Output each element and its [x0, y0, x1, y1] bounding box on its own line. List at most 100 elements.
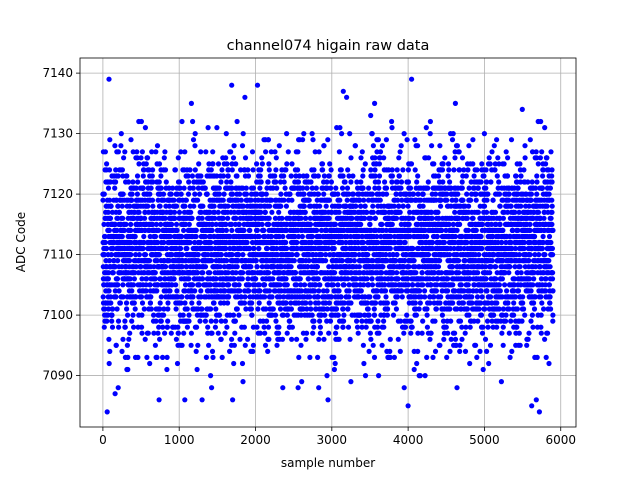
- data-point: [372, 155, 377, 160]
- data-point: [418, 373, 423, 378]
- data-point: [325, 288, 330, 293]
- data-point: [460, 179, 465, 184]
- data-point: [219, 337, 224, 342]
- data-point: [237, 282, 242, 287]
- data-point: [474, 167, 479, 172]
- data-point: [190, 119, 195, 124]
- data-point: [409, 161, 414, 166]
- data-point: [437, 343, 442, 348]
- data-point: [251, 343, 256, 348]
- data-point: [209, 319, 214, 324]
- data-point: [479, 288, 484, 293]
- data-point: [135, 173, 140, 178]
- data-point: [115, 258, 120, 263]
- data-point: [140, 149, 145, 154]
- data-point: [346, 294, 351, 299]
- data-point: [410, 282, 415, 287]
- data-point: [219, 167, 224, 172]
- data-point: [455, 192, 460, 197]
- data-point: [267, 216, 272, 221]
- data-point: [264, 192, 269, 197]
- data-point: [178, 246, 183, 251]
- data-point: [251, 186, 256, 191]
- data-point: [394, 270, 399, 275]
- data-point: [237, 222, 242, 227]
- data-point: [426, 252, 431, 257]
- data-point: [394, 306, 399, 311]
- data-point: [210, 149, 215, 154]
- data-point: [274, 343, 279, 348]
- data-point: [131, 325, 136, 330]
- data-point: [276, 325, 281, 330]
- data-point: [436, 264, 441, 269]
- data-point: [199, 306, 204, 311]
- data-point: [196, 252, 201, 257]
- data-point: [390, 167, 395, 172]
- data-point: [302, 204, 307, 209]
- data-point: [267, 300, 272, 305]
- data-point: [233, 319, 238, 324]
- data-point: [149, 306, 154, 311]
- data-point: [255, 228, 260, 233]
- data-point: [213, 325, 218, 330]
- data-point: [428, 131, 433, 136]
- data-point: [475, 319, 480, 324]
- data-point: [358, 155, 363, 160]
- data-point: [354, 319, 359, 324]
- data-point: [400, 167, 405, 172]
- data-point: [119, 131, 124, 136]
- data-point: [200, 270, 205, 275]
- data-point: [157, 337, 162, 342]
- data-point: [446, 167, 451, 172]
- data-point: [117, 210, 122, 215]
- data-point: [206, 343, 211, 348]
- data-point: [165, 355, 170, 360]
- data-point: [337, 337, 342, 342]
- data-point: [306, 276, 311, 281]
- data-point: [452, 210, 457, 215]
- data-point: [311, 319, 316, 324]
- data-point: [378, 198, 383, 203]
- data-point: [269, 210, 274, 215]
- data-point: [381, 325, 386, 330]
- data-point: [146, 331, 151, 336]
- data-point: [260, 161, 265, 166]
- data-point: [182, 397, 187, 402]
- data-point: [383, 288, 388, 293]
- data-point: [434, 288, 439, 293]
- data-point: [480, 331, 485, 336]
- data-point: [127, 258, 132, 263]
- data-point: [376, 294, 381, 299]
- data-point: [139, 294, 144, 299]
- data-point: [254, 161, 259, 166]
- data-point: [257, 300, 262, 305]
- data-point: [116, 149, 121, 154]
- data-point: [468, 325, 473, 330]
- data-point: [321, 192, 326, 197]
- data-point: [129, 288, 134, 293]
- data-point: [316, 276, 321, 281]
- data-point: [106, 337, 111, 342]
- data-point: [476, 252, 481, 257]
- data-point: [400, 294, 405, 299]
- data-point: [185, 325, 190, 330]
- data-point: [466, 282, 471, 287]
- data-point: [331, 355, 336, 360]
- data-point: [446, 173, 451, 178]
- data-point: [103, 240, 108, 245]
- data-point: [406, 179, 411, 184]
- data-point: [154, 288, 159, 293]
- data-point: [285, 282, 290, 287]
- data-point: [228, 179, 233, 184]
- data-point: [440, 179, 445, 184]
- data-point: [203, 319, 208, 324]
- data-point: [339, 167, 344, 172]
- data-point: [385, 313, 390, 318]
- data-point: [322, 313, 327, 318]
- data-point: [421, 192, 426, 197]
- data-point: [198, 173, 203, 178]
- data-point: [272, 149, 277, 154]
- data-point: [384, 137, 389, 142]
- data-point: [451, 167, 456, 172]
- data-point: [285, 331, 290, 336]
